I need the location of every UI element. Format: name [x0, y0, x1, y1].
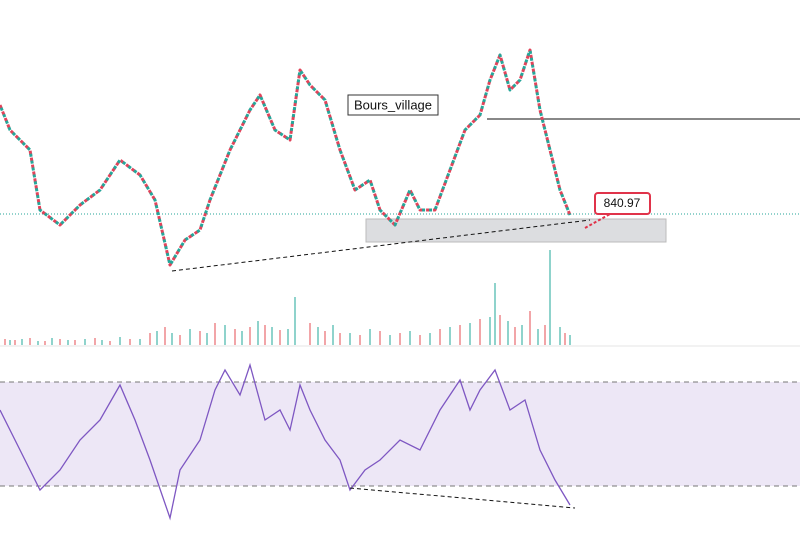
price-label: 840.97 [604, 196, 641, 210]
annotation: Bours_village [354, 97, 432, 112]
volume-bars [9, 250, 571, 345]
support-zone [365, 218, 667, 243]
trend-line [171, 219, 591, 272]
rsi-band [0, 382, 800, 486]
rsi-divergence-line [349, 487, 576, 509]
annotation-box [347, 94, 439, 116]
volume-bars [4, 311, 566, 345]
price-label-box [594, 192, 651, 215]
price-candles [0, 48, 572, 267]
rsi-line [0, 362, 571, 521]
